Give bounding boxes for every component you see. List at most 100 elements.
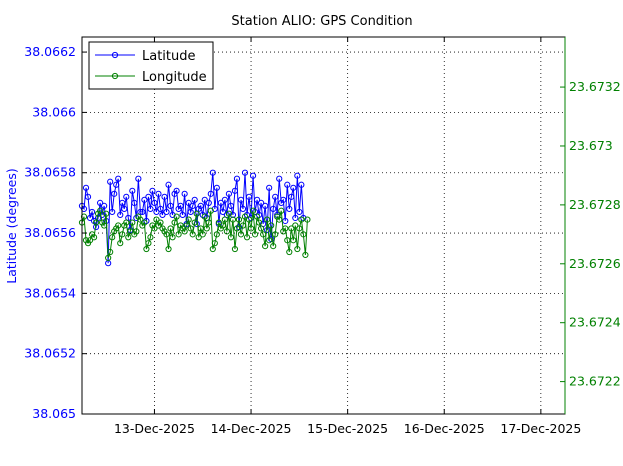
right-tick-label: 23.673 xyxy=(569,138,613,153)
data-point-longitude xyxy=(105,254,112,261)
data-point-latitude xyxy=(296,208,303,216)
data-point-latitude xyxy=(185,199,192,206)
data-point-longitude xyxy=(282,225,289,232)
data-point-latitude xyxy=(151,199,158,206)
data-point-latitude xyxy=(141,196,148,203)
data-point-longitude xyxy=(129,219,136,226)
data-point-latitude xyxy=(129,187,136,194)
x-tick-label: 14-Dec-2025 xyxy=(211,421,292,436)
data-point-latitude xyxy=(115,175,122,182)
x-tick-label: 15-Dec-2025 xyxy=(307,421,388,436)
data-point-latitude xyxy=(237,196,245,203)
data-point-latitude xyxy=(147,205,154,213)
data-point-latitude xyxy=(276,175,283,182)
data-point-longitude xyxy=(221,216,228,223)
data-point-longitude xyxy=(284,237,291,244)
data-point-longitude xyxy=(92,219,100,226)
data-point-latitude xyxy=(288,193,295,200)
data-point-latitude xyxy=(264,226,271,234)
data-point-latitude xyxy=(245,193,253,200)
data-point-latitude xyxy=(272,193,279,200)
data-point-longitude xyxy=(292,222,299,229)
data-point-latitude xyxy=(207,190,214,197)
data-point-latitude xyxy=(157,205,164,213)
data-point-longitude xyxy=(213,231,220,238)
data-point-latitude xyxy=(239,205,247,213)
right-tick-label: 23.6724 xyxy=(569,315,621,330)
data-point-longitude xyxy=(151,225,158,232)
data-point-latitude xyxy=(290,184,297,191)
data-point-latitude xyxy=(266,184,273,191)
data-point-longitude xyxy=(288,225,295,232)
legend-label-latitude: Latitude xyxy=(142,49,196,64)
data-point-latitude xyxy=(201,196,208,203)
data-point-longitude xyxy=(260,231,267,238)
data-point-latitude xyxy=(229,211,237,219)
data-point-latitude xyxy=(187,208,194,216)
data-point-latitude xyxy=(101,202,108,209)
data-point-longitude xyxy=(115,222,122,229)
data-point-latitude xyxy=(163,208,170,216)
data-point-longitude xyxy=(247,225,255,232)
legend: Latitude Longitude xyxy=(88,41,214,90)
right-tick-label: 23.6722 xyxy=(569,374,621,389)
data-point-longitude xyxy=(86,237,94,244)
data-point-longitude xyxy=(199,231,206,238)
data-point-longitude xyxy=(183,222,190,229)
data-point-longitude xyxy=(167,225,174,232)
data-point-longitude xyxy=(233,225,241,232)
data-point-longitude xyxy=(189,231,196,238)
data-point-longitude xyxy=(103,210,110,217)
data-point-longitude xyxy=(97,207,104,214)
data-point-longitude xyxy=(223,228,230,235)
data-point-latitude xyxy=(286,205,293,213)
data-point-latitude xyxy=(153,208,160,216)
data-point-latitude xyxy=(173,187,180,194)
data-point-longitude xyxy=(262,243,269,250)
chart-title: Station ALIO: GPS Condition xyxy=(231,14,412,29)
data-point-latitude xyxy=(109,208,116,216)
left-tick-label: 38.0652 xyxy=(24,346,76,361)
data-point-latitude xyxy=(249,172,257,179)
data-point-longitude xyxy=(241,213,249,220)
legend-label-longitude: Longitude xyxy=(142,70,207,85)
data-point-longitude xyxy=(123,219,130,226)
left-tick-label: 38.066 xyxy=(32,104,76,119)
series-longitude xyxy=(78,207,311,261)
data-point-latitude xyxy=(97,199,104,206)
data-point-longitude xyxy=(251,231,259,238)
data-point-longitude xyxy=(278,207,285,214)
data-point-longitude xyxy=(266,237,273,244)
data-point-latitude xyxy=(298,181,305,188)
data-point-longitude xyxy=(125,234,132,241)
data-point-latitude xyxy=(191,196,198,203)
data-point-latitude xyxy=(262,202,269,209)
data-point-latitude xyxy=(221,196,228,203)
data-point-latitude xyxy=(225,190,233,197)
legend-box xyxy=(88,41,214,90)
data-point-latitude xyxy=(165,181,172,188)
data-point-longitude xyxy=(290,237,297,244)
data-point-longitude xyxy=(133,228,140,235)
data-point-longitude xyxy=(276,216,283,223)
data-point-longitude xyxy=(270,243,277,250)
data-point-longitude xyxy=(163,231,170,238)
data-point-latitude xyxy=(113,181,120,188)
data-point-longitude xyxy=(185,216,192,223)
data-point-longitude xyxy=(253,213,261,220)
right-tick-label: 23.6728 xyxy=(569,197,621,212)
data-point-longitude xyxy=(245,216,253,223)
data-point-latitude xyxy=(131,199,138,206)
x-tick-label: 17-Dec-2025 xyxy=(500,421,581,436)
data-point-longitude xyxy=(203,225,210,232)
data-point-longitude xyxy=(101,222,108,229)
data-point-longitude xyxy=(137,216,144,223)
data-point-latitude xyxy=(241,169,249,176)
data-point-longitude xyxy=(268,222,275,229)
data-point-latitude xyxy=(179,211,186,219)
x-tick-label: 16-Dec-2025 xyxy=(404,421,485,436)
data-point-latitude xyxy=(280,196,287,203)
data-point-longitude xyxy=(298,216,305,223)
data-point-latitude xyxy=(209,169,216,176)
